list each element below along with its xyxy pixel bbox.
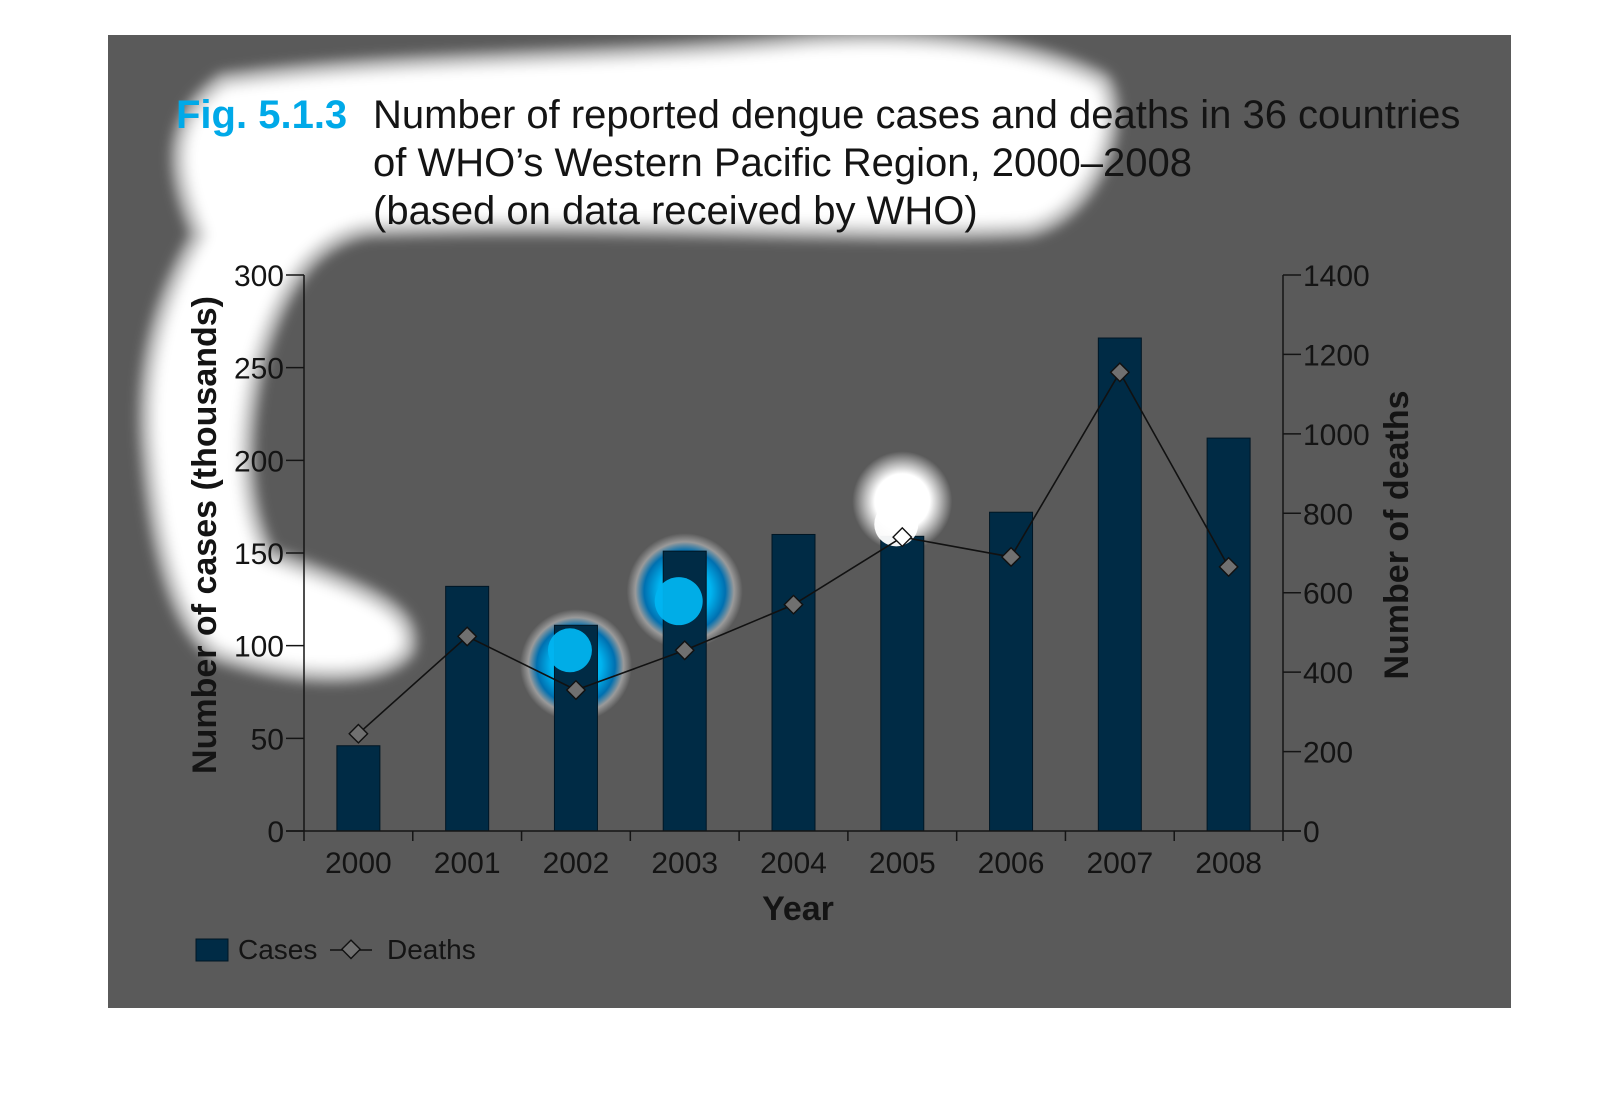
marker-deaths-2005 — [892, 526, 913, 548]
glow-core — [654, 577, 703, 626]
y-tick-label-left: 200 — [234, 445, 284, 478]
deaths-line-group — [348, 362, 1239, 744]
y-tick-label-right: 200 — [1303, 737, 1353, 770]
x-tick-label: 2007 — [1086, 847, 1153, 880]
x-tick-label: 2001 — [434, 847, 501, 880]
glow-core — [547, 628, 592, 673]
y-tick-label-right: 1400 — [1303, 260, 1370, 293]
y-tick-label-right: 400 — [1303, 657, 1353, 690]
marker-deaths-2008 — [1218, 556, 1239, 578]
legend-deaths-marker — [340, 939, 362, 960]
marker-deaths-2003 — [674, 640, 695, 661]
legend-cases-label: Cases — [238, 934, 317, 965]
x-tick-label: 2000 — [325, 847, 392, 880]
legend-cases-swatch — [195, 938, 229, 962]
marker-deaths-2004 — [783, 594, 804, 615]
bar-cases-2001 — [445, 585, 490, 832]
y-tick-label-right: 0 — [1303, 816, 1320, 849]
bar-cases-2004 — [771, 533, 816, 832]
y-tick-label-left: 50 — [251, 723, 284, 756]
y-tick-label-left: 300 — [234, 260, 284, 293]
marker-deaths-2006 — [1000, 546, 1022, 568]
x-tick-label: 2002 — [543, 847, 610, 880]
y-tick-label-left: 0 — [267, 816, 284, 849]
y-axis-title-left: Number of cases (thousands) — [186, 296, 224, 774]
legend: Cases Deaths — [195, 934, 476, 965]
y-tick-label-right: 800 — [1303, 498, 1353, 531]
x-axis-title: Year — [762, 890, 834, 928]
figure-title-line-2: of WHO’s Western Pacific Region, 2000–20… — [373, 141, 1192, 185]
highlight-stroke — [139, 35, 1119, 683]
y-tick-label-left: 250 — [234, 353, 284, 386]
x-tick-label: 2004 — [760, 847, 827, 880]
y-axis-title-right: Number of deaths — [1378, 390, 1416, 679]
figure-title-line-3: (based on data received by WHO) — [373, 189, 978, 233]
y-tick-label-right: 1000 — [1303, 419, 1370, 452]
y-tick-label-left: 150 — [234, 538, 284, 571]
figure-title-line-1: Number of reported dengue cases and deat… — [373, 93, 1460, 137]
x-tick-label: 2003 — [651, 847, 718, 880]
bars-group — [336, 337, 1251, 832]
marker-deaths-2000 — [348, 723, 369, 744]
y-tick-label-right: 1200 — [1303, 339, 1370, 372]
bar-cases-2007 — [1097, 337, 1142, 832]
legend-deaths-label: Deaths — [387, 934, 476, 965]
axes-group: 0 50 100 150 200 250 300 0 200 400 600 800 1000 1200 1… — [234, 260, 1370, 880]
bar-cases-2005 — [880, 535, 925, 832]
x-tick-label: 2008 — [1195, 847, 1262, 880]
figure-number: Fig. 5.1.3 — [176, 93, 347, 137]
y-tick-label-right: 600 — [1303, 578, 1353, 611]
bar-cases-2008 — [1206, 437, 1251, 832]
chart: 0 50 100 150 200 250 300 0 200 400 600 800 1000 1200 1… — [139, 35, 1460, 965]
bar-cases-2000 — [336, 745, 381, 832]
figure-panel: 0 50 100 150 200 250 300 0 200 400 600 800 1000 1200 1… — [108, 35, 1511, 1008]
y-tick-label-left: 100 — [234, 631, 284, 664]
x-tick-label: 2005 — [869, 847, 936, 880]
marker-deaths-2002 — [565, 679, 587, 701]
marker-deaths-2001 — [456, 626, 478, 647]
x-tick-label: 2006 — [978, 847, 1045, 880]
marker-deaths-2007 — [1109, 362, 1131, 383]
